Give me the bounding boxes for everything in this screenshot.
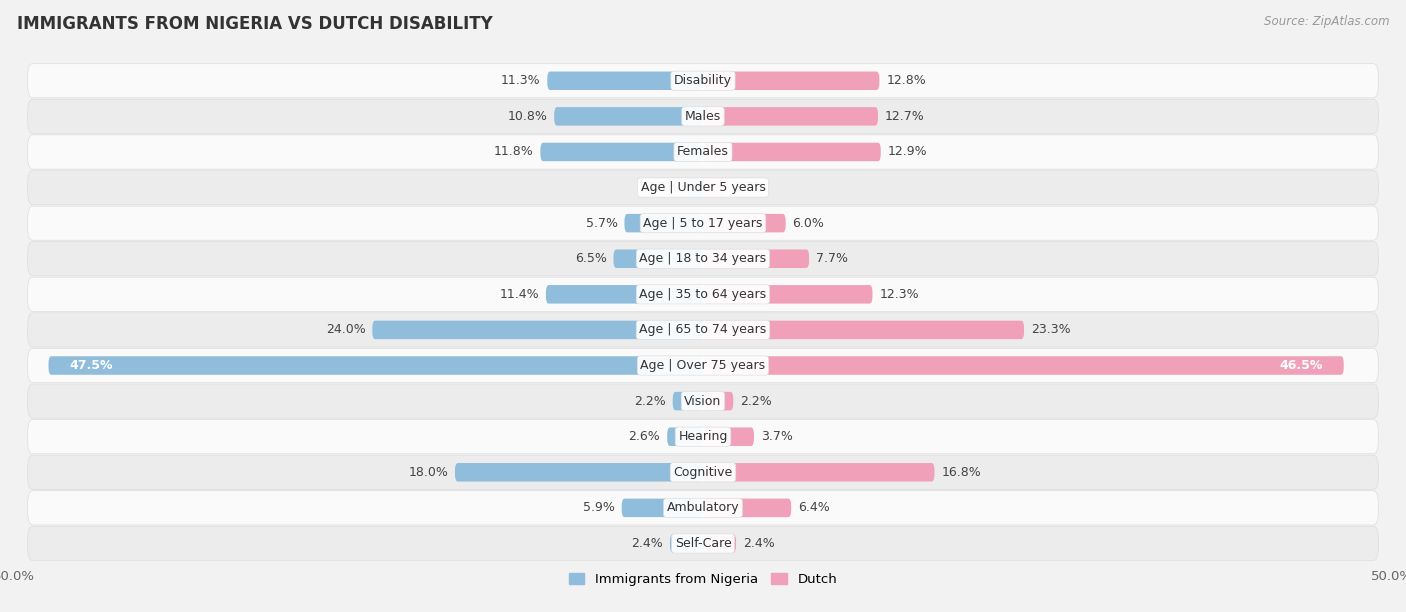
FancyBboxPatch shape — [28, 206, 1378, 241]
FancyBboxPatch shape — [28, 313, 1378, 347]
FancyBboxPatch shape — [703, 178, 727, 197]
Text: Age | 65 to 74 years: Age | 65 to 74 years — [640, 323, 766, 337]
FancyBboxPatch shape — [669, 534, 703, 553]
FancyBboxPatch shape — [624, 214, 703, 233]
FancyBboxPatch shape — [621, 499, 703, 517]
FancyBboxPatch shape — [703, 427, 754, 446]
Text: 2.2%: 2.2% — [740, 395, 772, 408]
FancyBboxPatch shape — [28, 135, 1378, 169]
FancyBboxPatch shape — [28, 526, 1378, 561]
Text: 6.4%: 6.4% — [799, 501, 830, 514]
FancyBboxPatch shape — [48, 356, 703, 375]
Text: 5.7%: 5.7% — [585, 217, 617, 230]
Text: 12.7%: 12.7% — [884, 110, 925, 123]
FancyBboxPatch shape — [28, 242, 1378, 276]
Text: Hearing: Hearing — [678, 430, 728, 443]
FancyBboxPatch shape — [703, 499, 792, 517]
FancyBboxPatch shape — [28, 348, 1378, 382]
Text: 6.5%: 6.5% — [575, 252, 606, 265]
Text: Females: Females — [678, 146, 728, 159]
FancyBboxPatch shape — [703, 250, 808, 268]
Text: 5.9%: 5.9% — [583, 501, 614, 514]
FancyBboxPatch shape — [703, 534, 737, 553]
FancyBboxPatch shape — [28, 277, 1378, 312]
FancyBboxPatch shape — [703, 143, 880, 161]
Text: 11.8%: 11.8% — [494, 146, 533, 159]
FancyBboxPatch shape — [456, 463, 703, 482]
FancyBboxPatch shape — [547, 72, 703, 90]
Text: 7.7%: 7.7% — [815, 252, 848, 265]
Text: Males: Males — [685, 110, 721, 123]
Text: Age | 35 to 64 years: Age | 35 to 64 years — [640, 288, 766, 301]
FancyBboxPatch shape — [686, 178, 703, 197]
FancyBboxPatch shape — [28, 491, 1378, 525]
Text: 1.7%: 1.7% — [734, 181, 765, 194]
FancyBboxPatch shape — [28, 171, 1378, 204]
FancyBboxPatch shape — [28, 420, 1378, 453]
Text: Cognitive: Cognitive — [673, 466, 733, 479]
Text: 2.4%: 2.4% — [631, 537, 664, 550]
Text: 11.4%: 11.4% — [499, 288, 538, 301]
FancyBboxPatch shape — [28, 455, 1378, 490]
Text: 2.4%: 2.4% — [742, 537, 775, 550]
Text: Self-Care: Self-Care — [675, 537, 731, 550]
Text: IMMIGRANTS FROM NIGERIA VS DUTCH DISABILITY: IMMIGRANTS FROM NIGERIA VS DUTCH DISABIL… — [17, 15, 492, 33]
FancyBboxPatch shape — [28, 99, 1378, 133]
FancyBboxPatch shape — [554, 107, 703, 125]
Text: Source: ZipAtlas.com: Source: ZipAtlas.com — [1264, 15, 1389, 28]
FancyBboxPatch shape — [373, 321, 703, 339]
FancyBboxPatch shape — [668, 427, 703, 446]
Text: Vision: Vision — [685, 395, 721, 408]
Text: 23.3%: 23.3% — [1031, 323, 1070, 337]
FancyBboxPatch shape — [540, 143, 703, 161]
Text: 1.2%: 1.2% — [648, 181, 679, 194]
Text: 24.0%: 24.0% — [326, 323, 366, 337]
Text: 10.8%: 10.8% — [508, 110, 547, 123]
FancyBboxPatch shape — [703, 285, 873, 304]
FancyBboxPatch shape — [672, 392, 703, 411]
Text: 18.0%: 18.0% — [408, 466, 449, 479]
FancyBboxPatch shape — [703, 356, 1344, 375]
FancyBboxPatch shape — [703, 392, 734, 411]
Text: Age | Over 75 years: Age | Over 75 years — [641, 359, 765, 372]
Text: 6.0%: 6.0% — [793, 217, 824, 230]
Text: 46.5%: 46.5% — [1279, 359, 1323, 372]
Legend: Immigrants from Nigeria, Dutch: Immigrants from Nigeria, Dutch — [564, 568, 842, 592]
Text: 11.3%: 11.3% — [501, 74, 540, 88]
Text: Ambulatory: Ambulatory — [666, 501, 740, 514]
Text: 3.7%: 3.7% — [761, 430, 793, 443]
FancyBboxPatch shape — [703, 321, 1024, 339]
FancyBboxPatch shape — [703, 72, 879, 90]
FancyBboxPatch shape — [28, 384, 1378, 418]
FancyBboxPatch shape — [703, 107, 877, 125]
Text: 2.6%: 2.6% — [628, 430, 661, 443]
Text: Disability: Disability — [673, 74, 733, 88]
Text: 12.9%: 12.9% — [887, 146, 928, 159]
Text: Age | 18 to 34 years: Age | 18 to 34 years — [640, 252, 766, 265]
FancyBboxPatch shape — [613, 250, 703, 268]
FancyBboxPatch shape — [28, 64, 1378, 98]
Text: 12.8%: 12.8% — [886, 74, 927, 88]
FancyBboxPatch shape — [546, 285, 703, 304]
Text: 16.8%: 16.8% — [942, 466, 981, 479]
Text: Age | Under 5 years: Age | Under 5 years — [641, 181, 765, 194]
Text: 12.3%: 12.3% — [879, 288, 920, 301]
Text: 47.5%: 47.5% — [69, 359, 112, 372]
Text: Age | 5 to 17 years: Age | 5 to 17 years — [644, 217, 762, 230]
Text: 2.2%: 2.2% — [634, 395, 666, 408]
FancyBboxPatch shape — [703, 463, 935, 482]
FancyBboxPatch shape — [703, 214, 786, 233]
